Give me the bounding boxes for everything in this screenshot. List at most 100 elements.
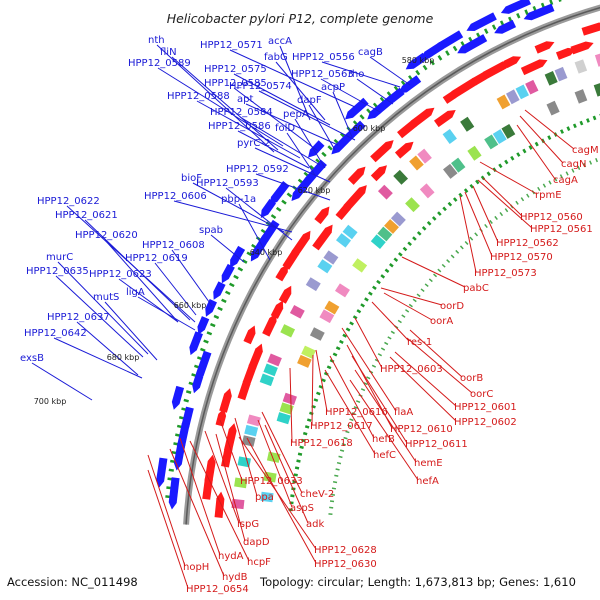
reverse-leader-line [311, 354, 314, 426]
cog-block [276, 412, 291, 425]
gc-tick [275, 206, 282, 212]
gc-tick [313, 398, 319, 402]
forward-gene-label: HPP12_0619 [125, 253, 188, 264]
forward-leader-line [76, 321, 139, 376]
gc-tick [528, 145, 533, 150]
cog-block [544, 71, 558, 86]
cog-block [319, 309, 335, 324]
forward-gene-label: ligA [126, 287, 145, 298]
gc-tick [463, 188, 469, 193]
cog-block [384, 219, 400, 234]
gc-tick [520, 197, 525, 202]
reverse-leader-line [179, 437, 221, 556]
gc-tick [547, 135, 552, 140]
forward-leader-line [286, 132, 316, 176]
forward-leader-line [321, 61, 401, 88]
gc-tick [233, 274, 239, 280]
reverse-gene-label: HPP12_0570 [490, 252, 553, 263]
forward-gene-label: HPP12_0574 [229, 81, 292, 92]
cog-block [260, 491, 274, 503]
gc-tick [424, 283, 429, 288]
scale-tick-label: 680 kbp [107, 353, 140, 362]
gc-tick [209, 322, 216, 328]
gc-tick [408, 303, 413, 308]
cog-block [237, 456, 251, 468]
gc-tick [510, 155, 515, 161]
forward-gene-label: HPP12_0571 [200, 40, 263, 51]
gc-tick [442, 206, 447, 212]
gc-tick [292, 480, 297, 484]
reverse-leader-line [261, 411, 303, 494]
gc-tick [430, 59, 435, 66]
gc-tick [559, 174, 563, 179]
gc-tick [446, 259, 451, 263]
reverse-gene-arrow [278, 285, 292, 304]
reverse-gene-arrow [214, 491, 225, 518]
gc-tick [483, 28, 489, 34]
gc-tick [548, 180, 552, 185]
reverse-gene-arrow [570, 41, 594, 55]
reverse-leader-line [380, 287, 443, 306]
gc-tick [572, 123, 577, 129]
reverse-gene-arrow [534, 41, 555, 54]
forward-gene-label: rho [348, 69, 364, 80]
cog-block [417, 148, 432, 164]
gc-tick [296, 459, 301, 463]
reverse-gene-label: HPP12_0562 [496, 238, 559, 249]
reverse-leader-line [204, 430, 240, 524]
forward-gene-arrow [331, 136, 349, 155]
reverse-leader-line [264, 424, 309, 524]
gc-tick [349, 321, 354, 326]
reverse-leader-line [324, 369, 376, 455]
gc-tick [183, 398, 189, 403]
reverse-gene-label: HPP12_0654 [186, 584, 249, 595]
reverse-gene-arrow [237, 376, 251, 401]
gc-tick [359, 114, 365, 120]
gc-tick [489, 219, 493, 224]
cog-block [336, 233, 352, 248]
reverse-leader-line [477, 179, 533, 229]
gc-tick [290, 494, 295, 498]
forward-leader-line [171, 56, 279, 151]
reverse-gene-arrow [270, 300, 284, 319]
gc-tick [452, 45, 458, 52]
gc-tick [318, 384, 324, 389]
cog-block [554, 66, 568, 82]
forward-gene-arrow [195, 350, 212, 382]
gc-tick [377, 353, 383, 357]
reverse-gene-arrow [243, 325, 256, 345]
cog-block [574, 89, 588, 104]
gc-tick [586, 118, 590, 123]
gc-tick [352, 315, 358, 320]
gc-tick [499, 211, 504, 217]
scale-tick-label: 620 kbp [298, 186, 331, 195]
cog-block [280, 324, 296, 338]
forward-leader-line [233, 87, 319, 152]
reverse-gene-label: aspS [290, 503, 314, 514]
gc-tick [347, 424, 352, 428]
forward-leader-line [356, 78, 394, 105]
gc-tick [225, 290, 231, 296]
forward-gene-label: pbp-1a [221, 194, 256, 205]
gc-tick [364, 297, 369, 302]
gc-tick [384, 268, 390, 273]
reverse-gene-arrow [394, 141, 414, 159]
gc-tick [405, 309, 410, 313]
cog-block [393, 169, 409, 185]
forward-gene-label: bioF [181, 173, 202, 184]
gc-tick [422, 64, 428, 71]
gc-tick [437, 268, 442, 273]
reverse-gene-label: dapD [243, 537, 270, 548]
reverse-leader-line [147, 469, 189, 589]
gc-tick [336, 461, 342, 465]
cog-block [460, 116, 475, 132]
reverse-leader-line [394, 351, 457, 407]
reverse-leader-line [406, 337, 473, 394]
gc-tick [327, 145, 333, 151]
forward-gene-arrow [367, 95, 395, 120]
gc-tick [565, 171, 569, 176]
forward-leader-line [245, 103, 339, 146]
reverse-gene-arrow [335, 201, 353, 221]
gc-tick [464, 240, 469, 245]
